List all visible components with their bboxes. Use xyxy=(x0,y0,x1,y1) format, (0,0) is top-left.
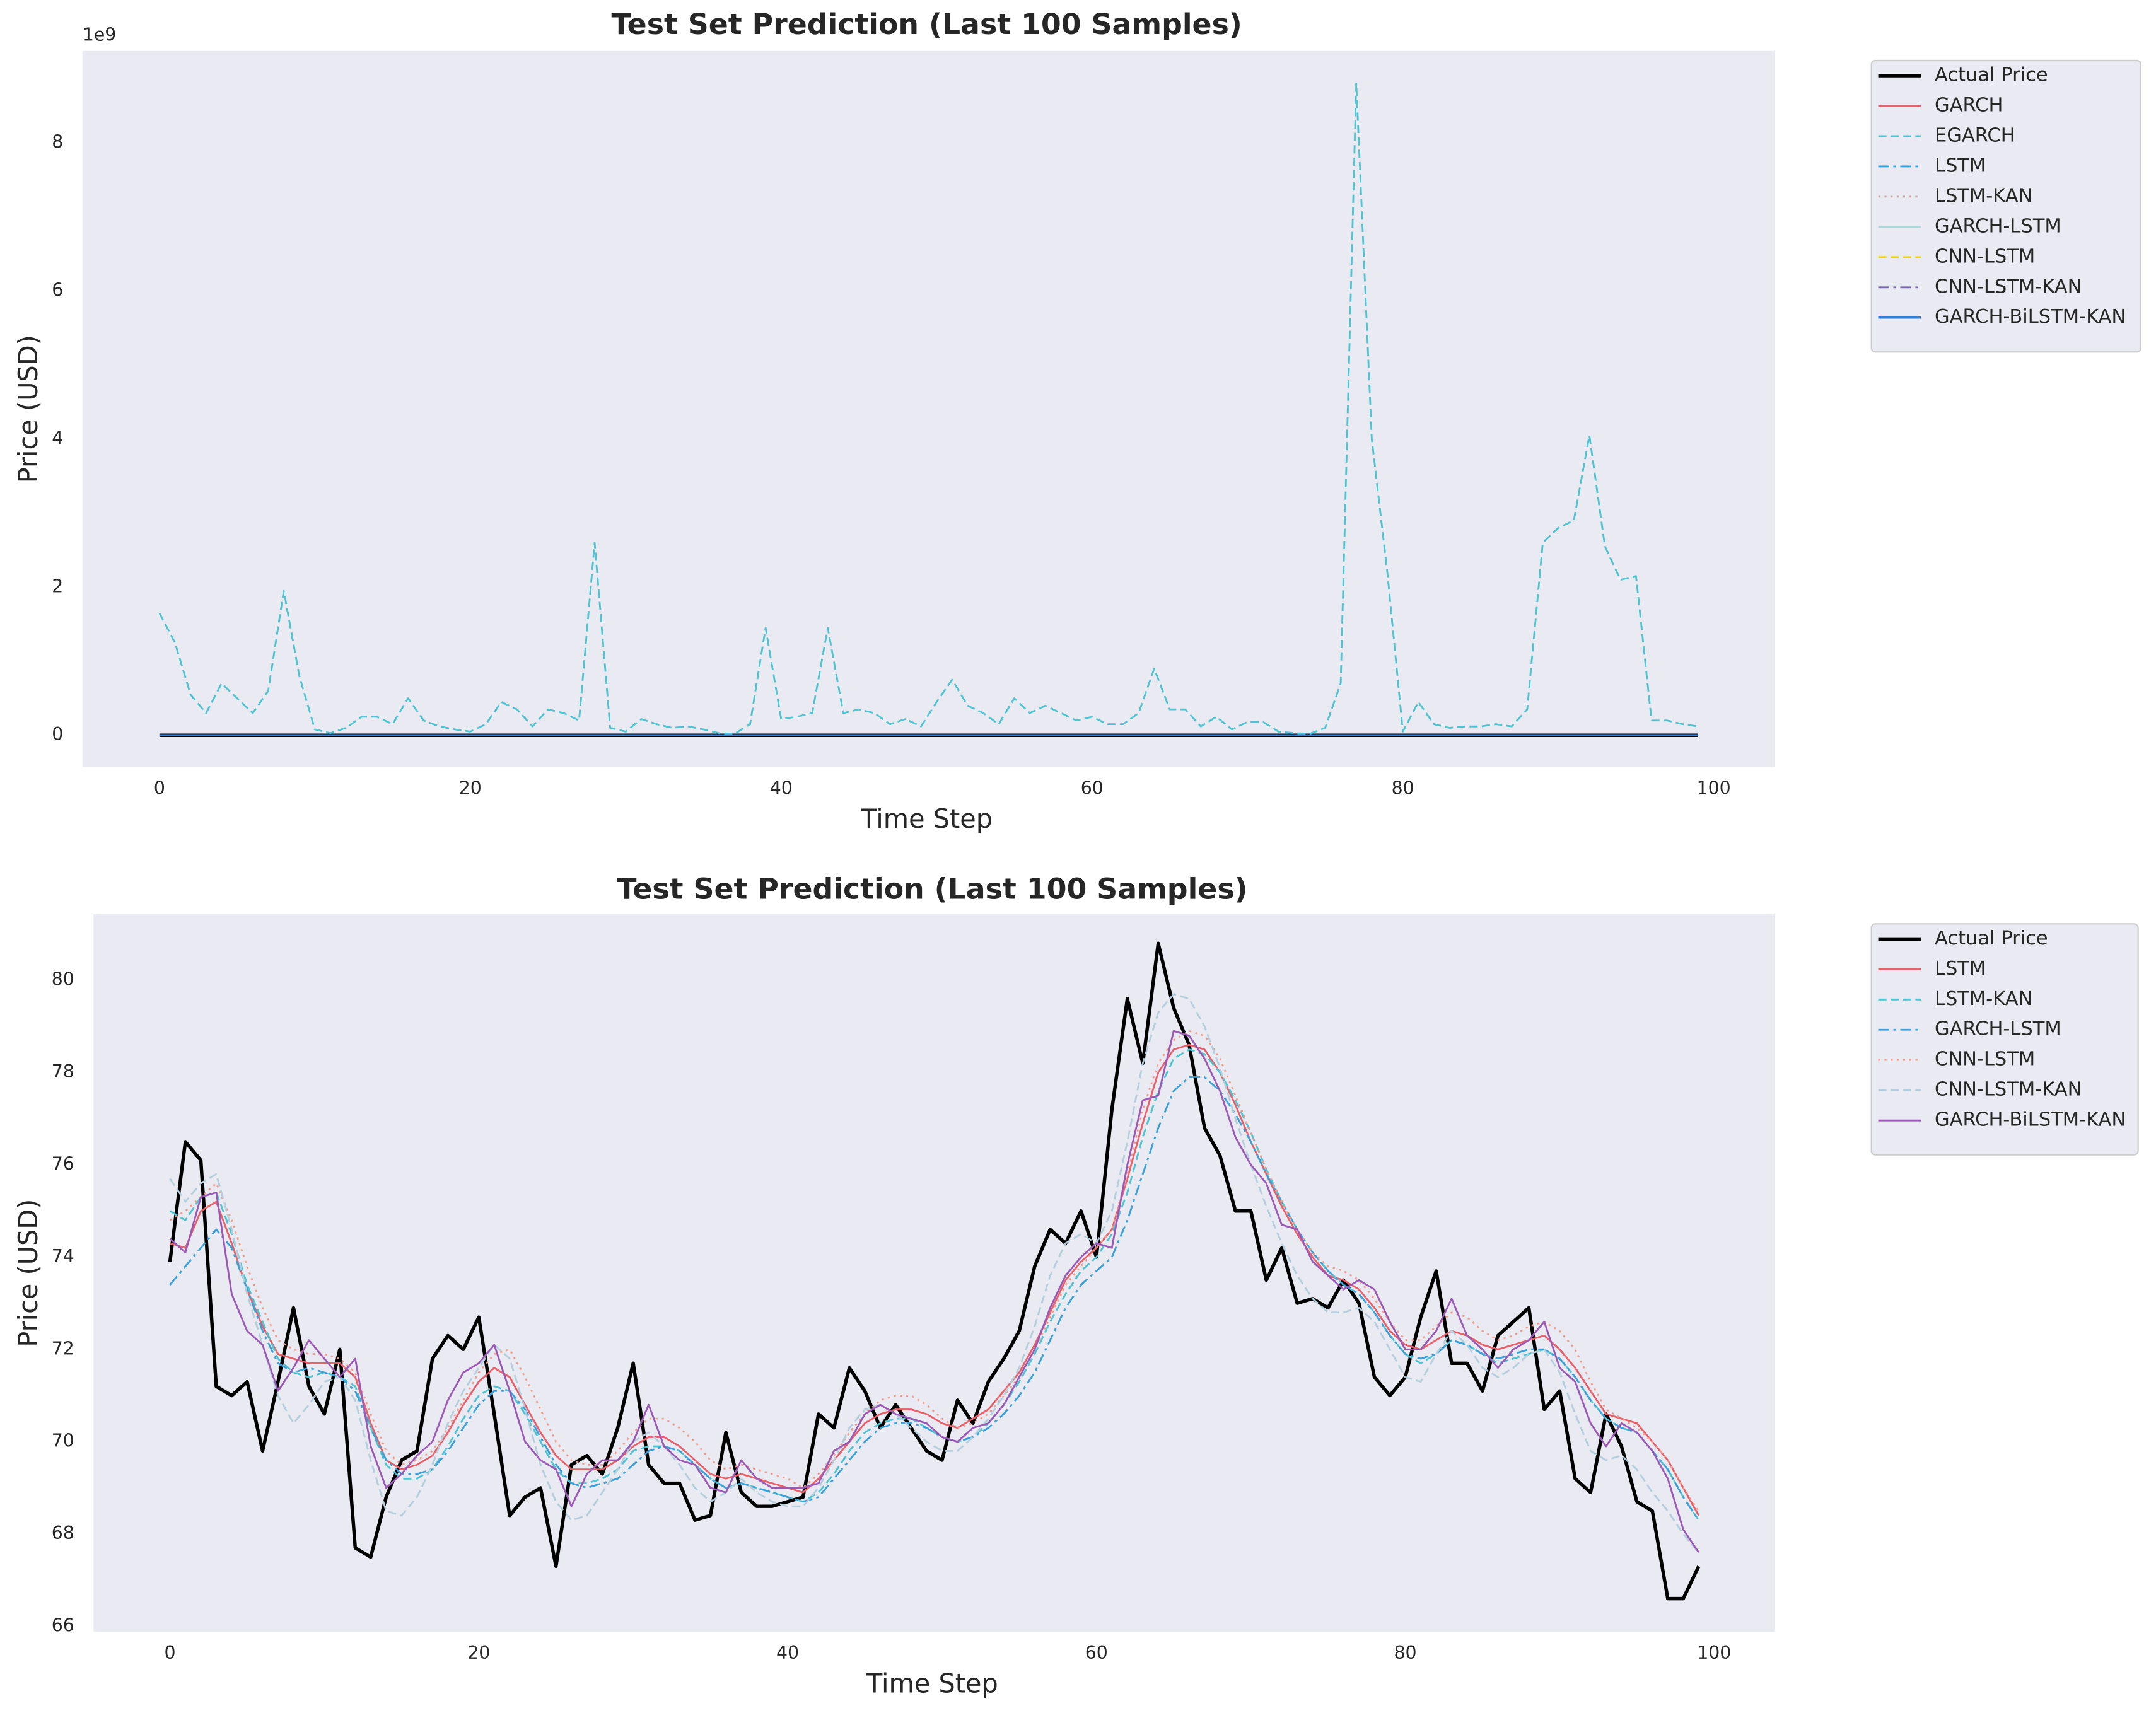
legend-label: Actual Price xyxy=(1935,64,2048,86)
y-tick-label: 8 xyxy=(52,131,63,152)
y-tick-label: 70 xyxy=(52,1431,74,1451)
legend-label: Actual Price xyxy=(1935,927,2048,949)
legend-box xyxy=(1870,923,2139,1156)
series-line xyxy=(169,993,1699,1553)
y-tick-label: 74 xyxy=(52,1246,74,1267)
series-group xyxy=(158,83,1699,737)
legend-label: CNN-LSTM-KAN xyxy=(1935,276,2082,298)
x-tick-label: 20 xyxy=(467,1642,490,1663)
y-tick-label: 72 xyxy=(52,1338,74,1359)
legend: Actual Price LSTM LSTM-KAN GARCH-LSTM CNN-LS… xyxy=(1870,923,2139,1156)
y-tick-label: 80 xyxy=(52,969,74,990)
x-tick-label: 20 xyxy=(459,778,482,799)
y-axis-label: Price (USD) xyxy=(13,335,44,483)
legend-label: GARCH-BiLSTM-KAN xyxy=(1935,306,2126,328)
legend-label: LSTM-KAN xyxy=(1935,988,2033,1010)
legend-label: GARCH-BiLSTM-KAN xyxy=(1935,1109,2126,1131)
series-line xyxy=(169,1076,1699,1521)
chart-title: Test Set Prediction (Last 100 Samples) xyxy=(612,7,1242,41)
legend-label: EGARCH xyxy=(1935,124,2015,146)
series-line xyxy=(158,83,1699,735)
series-line xyxy=(169,1048,1699,1521)
y-tick-label: 0 xyxy=(52,724,63,745)
legend-label: GARCH-LSTM xyxy=(1935,1018,2061,1040)
y-tick-label: 4 xyxy=(52,427,63,448)
y-tick-label: 68 xyxy=(52,1523,74,1543)
chart-title: Test Set Prediction (Last 100 Samples) xyxy=(617,872,1247,906)
series-line xyxy=(168,941,1701,1601)
legend-label: CNN-LSTM xyxy=(1935,245,2035,267)
y-tick-label: 2 xyxy=(52,576,63,596)
x-tick-label: 60 xyxy=(1085,1642,1108,1663)
x-axis-label: Time Step xyxy=(866,1668,998,1698)
legend-label: GARCH-LSTM xyxy=(1935,215,2061,237)
legend-label: LSTM-KAN xyxy=(1935,185,2033,207)
legend-label: CNN-LSTM xyxy=(1935,1048,2035,1071)
series-line xyxy=(169,1030,1699,1553)
legend-box xyxy=(1870,59,2142,353)
y-tick-label: 76 xyxy=(52,1154,74,1175)
legend-label: LSTM xyxy=(1935,958,1986,980)
legend: Actual Price GARCH EGARCH LSTM LSTM-KAN GARCH… xyxy=(1870,59,2142,353)
series-line xyxy=(170,1043,1700,1516)
y-axis-label: Price (USD) xyxy=(13,1199,44,1347)
x-tick-label: 80 xyxy=(1392,778,1414,799)
legend-label: CNN-LSTM-KAN xyxy=(1935,1079,2082,1101)
legend-label: GARCH xyxy=(1935,94,2003,116)
series-group xyxy=(168,941,1701,1601)
y-tick-label: 78 xyxy=(52,1061,74,1082)
x-tick-label: 80 xyxy=(1394,1642,1416,1663)
plot-area xyxy=(93,914,1776,1632)
x-tick-label: 40 xyxy=(776,1642,799,1663)
x-tick-label: 100 xyxy=(1697,778,1731,799)
x-tick-label: 100 xyxy=(1697,1642,1731,1663)
x-tick-label: 40 xyxy=(770,778,793,799)
x-tick-label: 0 xyxy=(164,1642,175,1663)
x-axis-label: Time Step xyxy=(860,804,993,834)
y-offset-label: 1e9 xyxy=(83,25,116,45)
legend-label: LSTM xyxy=(1935,154,1986,177)
plot-area xyxy=(82,50,1776,767)
x-tick-label: 0 xyxy=(154,778,165,799)
x-tick-label: 60 xyxy=(1081,778,1104,799)
y-tick-label: 66 xyxy=(52,1615,74,1636)
y-tick-label: 6 xyxy=(52,279,63,300)
